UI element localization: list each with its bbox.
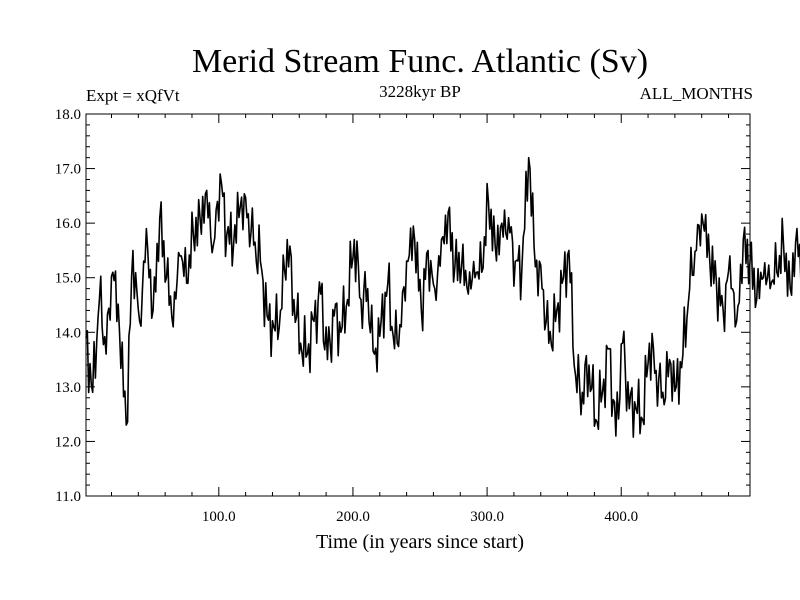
y-axis: 11.0 12.0 13.0 14.0 15.0 16.0 17.0 18.0 xyxy=(55,107,750,505)
chart-title: Merid Stream Func. Atlantic (Sv) xyxy=(192,43,648,80)
experiment-label: Expt = xQfVt xyxy=(86,86,180,105)
x-axis-label: Time (in years since start) xyxy=(316,531,524,553)
series-line xyxy=(85,156,800,438)
months-label: ALL_MONTHS xyxy=(640,84,753,103)
period-label: 3228kyr BP xyxy=(379,82,461,101)
y-tick-label: 11.0 xyxy=(55,489,81,505)
plot-frame xyxy=(85,113,751,497)
y-tick-label: 17.0 xyxy=(55,162,81,178)
y-tick-label: 16.0 xyxy=(55,216,81,232)
y-tick-label: 14.0 xyxy=(55,325,81,341)
y-tick-label: 13.0 xyxy=(55,380,81,396)
x-tick-label: 300.0 xyxy=(470,509,504,525)
x-tick-label: 400.0 xyxy=(604,509,638,525)
x-tick-label: 100.0 xyxy=(202,509,236,525)
y-tick-label: 18.0 xyxy=(55,107,81,123)
y-tick-label: 12.0 xyxy=(55,434,81,450)
x-axis: 100.0 200.0 300.0 400.0 xyxy=(110,114,730,525)
y-tick-label: 15.0 xyxy=(55,271,81,287)
x-tick-label: 200.0 xyxy=(336,509,370,525)
